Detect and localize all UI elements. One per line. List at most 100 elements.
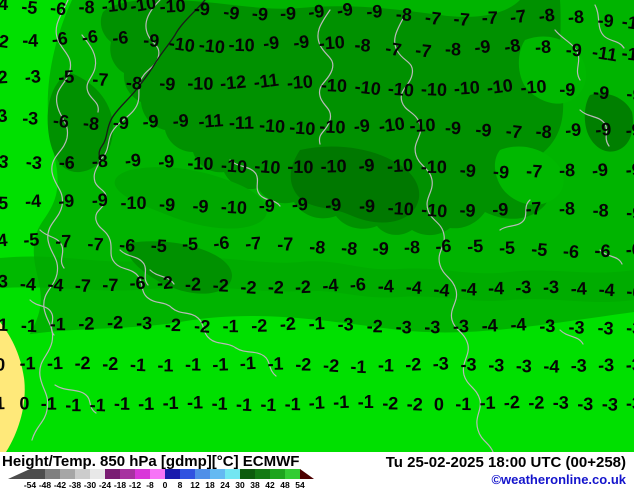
svg-text:-9: -9: [591, 159, 609, 181]
svg-text:-1: -1: [65, 395, 81, 415]
svg-text:-8: -8: [537, 5, 555, 27]
svg-text:-8: -8: [445, 39, 461, 59]
svg-text:-9: -9: [595, 119, 613, 140]
svg-text:-2: -2: [279, 314, 296, 335]
svg-text:-9: -9: [359, 196, 375, 216]
svg-text:-2: -2: [0, 67, 8, 88]
svg-text:-10: -10: [386, 155, 413, 177]
svg-text:-1: -1: [236, 394, 253, 415]
svg-text:-7: -7: [92, 69, 109, 90]
svg-text:-2: -2: [107, 312, 124, 332]
svg-text:-8: -8: [535, 121, 552, 142]
svg-text:-8: -8: [593, 200, 609, 220]
svg-text:-2: -2: [78, 313, 95, 333]
svg-text:-4: -4: [510, 314, 527, 335]
svg-text:-9: -9: [335, 0, 354, 21]
svg-text:-9: -9: [372, 238, 389, 259]
svg-text:-1: -1: [350, 357, 367, 378]
svg-text:-6: -6: [626, 281, 634, 302]
svg-text:-6: -6: [562, 241, 579, 262]
svg-text:-8: -8: [404, 237, 420, 257]
svg-text:-1: -1: [308, 392, 325, 413]
svg-text:-9: -9: [172, 110, 190, 131]
svg-text:-6: -6: [49, 0, 67, 19]
svg-text:-9: -9: [259, 196, 275, 216]
svg-text:-6: -6: [51, 28, 69, 50]
svg-text:-9: -9: [142, 111, 160, 132]
svg-text:-1: -1: [130, 354, 147, 375]
svg-text:-1: -1: [89, 395, 106, 416]
svg-text:-10: -10: [187, 73, 214, 94]
svg-text:-9: -9: [626, 203, 634, 224]
svg-text:-9: -9: [559, 80, 575, 100]
svg-text:-2: -2: [240, 277, 257, 298]
svg-text:-4: -4: [19, 274, 36, 295]
svg-text:-10: -10: [421, 199, 449, 221]
svg-text:-9: -9: [91, 190, 108, 211]
svg-text:-9: -9: [353, 115, 371, 136]
svg-text:-1: -1: [211, 393, 228, 413]
svg-text:-7: -7: [424, 7, 442, 29]
svg-text:-7: -7: [482, 8, 498, 28]
svg-text:-6: -6: [212, 232, 230, 253]
svg-text:-10: -10: [421, 157, 447, 177]
svg-text:-6: -6: [349, 274, 366, 295]
svg-text:-10: -10: [289, 117, 317, 139]
svg-text:-9: -9: [192, 196, 209, 217]
svg-text:-1: -1: [479, 393, 495, 413]
svg-text:-4: -4: [598, 279, 615, 300]
svg-text:-10: -10: [621, 43, 634, 66]
svg-text:-3: -3: [337, 314, 354, 334]
svg-text:-6: -6: [129, 273, 146, 294]
svg-text:-2: -2: [102, 354, 118, 374]
svg-text:-7: -7: [505, 121, 523, 143]
svg-text:-3: -3: [570, 355, 587, 375]
svg-text:-7: -7: [55, 231, 71, 251]
svg-text:-5: -5: [20, 0, 38, 18]
svg-text:-7: -7: [384, 38, 403, 60]
svg-text:-11: -11: [198, 110, 224, 132]
svg-text:-9: -9: [597, 10, 614, 31]
svg-text:-10: -10: [387, 198, 414, 220]
svg-text:-9: -9: [459, 160, 477, 181]
svg-text:-10: -10: [168, 33, 196, 56]
svg-text:-9: -9: [492, 161, 510, 182]
svg-text:-3: -3: [553, 393, 569, 413]
svg-text:-8: -8: [503, 35, 522, 57]
svg-text:-11: -11: [252, 70, 279, 93]
svg-text:-3: -3: [395, 317, 412, 338]
svg-text:-9: -9: [357, 155, 375, 177]
svg-text:-2: -2: [295, 354, 311, 374]
svg-text:-3: -3: [598, 355, 615, 376]
svg-text:-2: -2: [406, 394, 423, 415]
svg-text:-7: -7: [509, 6, 527, 28]
svg-text:-9: -9: [280, 3, 296, 23]
svg-text:-12: -12: [219, 72, 247, 94]
svg-text:-3: -3: [543, 277, 560, 298]
svg-text:-5: -5: [57, 66, 75, 87]
svg-text:-2: -2: [165, 315, 181, 335]
svg-text:-10: -10: [453, 77, 480, 99]
svg-text:-2: -2: [503, 392, 520, 413]
svg-text:-8: -8: [354, 35, 371, 56]
svg-text:-10: -10: [187, 153, 214, 174]
svg-text:-2: -2: [156, 272, 173, 293]
svg-text:-2: -2: [185, 275, 201, 295]
svg-text:-10: -10: [319, 116, 346, 137]
svg-text:-10: -10: [228, 35, 254, 56]
svg-text:-9: -9: [143, 30, 160, 51]
svg-text:-9: -9: [158, 73, 176, 94]
svg-text:-7: -7: [277, 235, 293, 255]
svg-text:-9: -9: [251, 3, 269, 25]
svg-text:-3: -3: [516, 356, 533, 376]
svg-text:-6: -6: [118, 235, 136, 256]
svg-text:-8: -8: [82, 113, 100, 134]
svg-text:-2: -2: [382, 393, 398, 413]
svg-text:-2: -2: [528, 392, 545, 412]
svg-text:-1: -1: [187, 392, 203, 412]
svg-text:-6: -6: [112, 27, 130, 48]
svg-text:-1: -1: [21, 316, 38, 337]
svg-text:-1: -1: [239, 353, 256, 374]
svg-text:-9: -9: [625, 159, 634, 180]
svg-text:-3: -3: [460, 354, 476, 374]
